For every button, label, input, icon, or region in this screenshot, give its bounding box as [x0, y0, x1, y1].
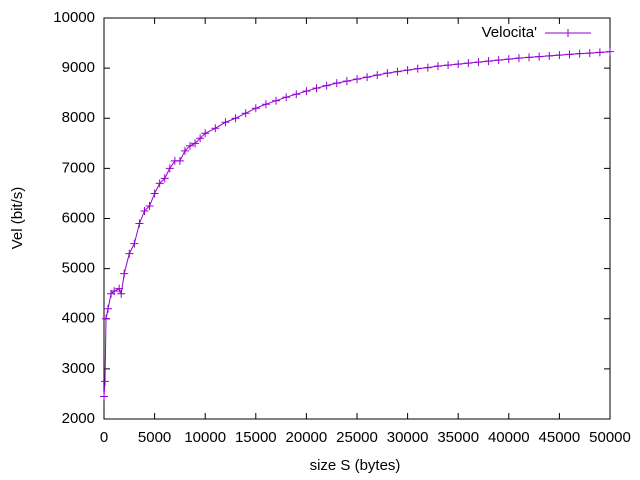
data-point: [135, 219, 144, 228]
data-point: [474, 58, 483, 67]
y-tick-label: 10000: [53, 9, 95, 26]
x-tick-label: 20000: [286, 429, 328, 446]
data-point: [101, 377, 110, 386]
data-point: [102, 314, 111, 323]
data-point: [494, 56, 503, 65]
data-point: [312, 84, 321, 93]
data-point: [251, 104, 260, 113]
data-point: [444, 61, 453, 70]
data-point: [373, 71, 382, 80]
data-point: [155, 179, 164, 188]
data-point: [261, 100, 270, 109]
data-point: [165, 164, 174, 173]
data-point: [464, 59, 473, 68]
x-tick-label: 40000: [488, 429, 530, 446]
x-tick-label: 50000: [589, 429, 631, 446]
x-tick-label: 25000: [336, 429, 378, 446]
data-point: [191, 139, 200, 148]
data-point: [342, 77, 351, 86]
data-point: [196, 134, 205, 143]
x-tick-label: 0: [100, 429, 108, 446]
data-point: [145, 201, 154, 210]
data-point: [100, 392, 108, 401]
data-point: [484, 57, 493, 66]
data-point: [383, 69, 392, 78]
data-point: [585, 49, 594, 58]
data-point: [454, 60, 463, 69]
data-point: [241, 109, 250, 118]
x-tick-label: 5000: [138, 429, 171, 446]
y-tick-label: 4000: [62, 310, 95, 327]
data-line: [103, 51, 611, 397]
data-point: [403, 66, 412, 75]
data-point: [110, 287, 119, 296]
data-point: [211, 124, 220, 133]
data-point: [535, 52, 544, 61]
data-point: [201, 129, 210, 138]
data-point: [332, 79, 341, 88]
data-point: [413, 64, 422, 73]
data-point: [322, 81, 331, 90]
data-point: [125, 249, 134, 258]
legend-label: Velocita': [482, 24, 538, 41]
data-point: [433, 62, 442, 71]
data-point: [180, 146, 189, 155]
data-point: [104, 304, 113, 313]
data-point: [140, 206, 149, 215]
x-tick-label: 45000: [539, 429, 581, 446]
x-tick-label: 35000: [437, 429, 479, 446]
data-point: [130, 239, 139, 248]
y-tick-label: 2000: [62, 410, 95, 427]
data-point: [231, 114, 240, 123]
data-point: [525, 53, 534, 62]
data-point: [514, 54, 523, 63]
data-point: [175, 156, 184, 165]
data-point: [272, 96, 281, 105]
data-point: [555, 51, 564, 60]
data-point: [595, 48, 604, 57]
data-point: [565, 50, 574, 59]
x-tick-label: 10000: [184, 429, 226, 446]
data-point: [186, 141, 195, 150]
data-point: [353, 75, 361, 84]
data-point: [504, 55, 513, 64]
y-tick-label: 8000: [62, 109, 95, 126]
data-point: [545, 51, 554, 60]
y-tick-label: 3000: [62, 360, 95, 377]
data-point: [115, 284, 124, 293]
data-point: [606, 47, 614, 56]
y-tick-label: 6000: [62, 209, 95, 226]
x-axis-label: size S (bytes): [310, 457, 401, 474]
data-point: [292, 90, 301, 99]
data-point: [302, 87, 311, 96]
data-point: [221, 118, 230, 127]
data-point: [423, 63, 432, 72]
data-point: [117, 289, 126, 298]
legend-marker: [564, 29, 572, 37]
x-tick-label: 15000: [235, 429, 277, 446]
data-point: [160, 174, 169, 183]
y-axis-label: Vel (bit/s): [9, 187, 26, 250]
y-tick-label: 7000: [62, 159, 95, 176]
x-tick-label: 30000: [387, 429, 429, 446]
data-point: [363, 73, 372, 82]
data-point: [393, 67, 402, 76]
data-point: [575, 49, 584, 58]
y-tick-label: 9000: [62, 59, 95, 76]
y-tick-label: 5000: [62, 260, 95, 277]
data-point: [120, 269, 129, 278]
data-point: [150, 189, 159, 198]
data-point: [282, 93, 291, 102]
